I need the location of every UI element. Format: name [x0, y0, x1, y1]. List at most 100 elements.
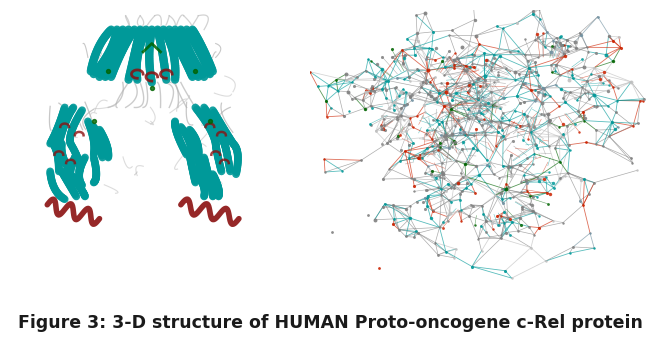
Point [451, 56, 462, 61]
Point [589, 245, 599, 251]
Point [632, 121, 643, 126]
Point [473, 77, 483, 82]
Point [506, 275, 517, 281]
Point [438, 175, 449, 180]
Point [574, 113, 585, 119]
Point [459, 67, 469, 72]
Point [409, 53, 420, 58]
Point [475, 83, 486, 88]
Point [388, 107, 399, 112]
Point [396, 106, 407, 111]
Point [433, 252, 444, 258]
Point [521, 156, 532, 161]
Point [480, 62, 490, 67]
Point [364, 121, 375, 127]
Point [614, 34, 624, 40]
Point [568, 244, 578, 250]
Point [442, 86, 452, 92]
Point [558, 95, 568, 101]
Point [363, 57, 374, 62]
Point [422, 68, 433, 73]
Point [578, 109, 589, 114]
Point [512, 94, 522, 99]
Point [497, 110, 508, 116]
Point [343, 109, 354, 114]
Point [434, 144, 445, 150]
Point [429, 139, 440, 144]
Point [531, 96, 541, 102]
Point [378, 204, 388, 210]
Point [473, 97, 483, 102]
Point [409, 45, 419, 51]
Point [368, 76, 379, 81]
Point [381, 78, 391, 84]
Point [366, 85, 377, 90]
Point [446, 28, 457, 33]
Point [321, 114, 332, 119]
Point [389, 85, 400, 91]
Point [461, 67, 472, 73]
Point [474, 42, 484, 47]
Point [525, 245, 536, 250]
Point [376, 66, 387, 72]
Point [531, 194, 542, 199]
Point [466, 181, 477, 187]
Point [451, 81, 461, 86]
Point [447, 132, 457, 137]
Point [424, 89, 435, 94]
Point [447, 139, 457, 144]
Point [556, 86, 566, 92]
Point [505, 232, 515, 238]
Point [451, 158, 461, 163]
Point [493, 69, 504, 74]
Point [436, 192, 447, 197]
Point [488, 102, 499, 108]
Point [477, 122, 487, 128]
Point [432, 99, 442, 104]
Point [387, 100, 398, 105]
Point [508, 138, 518, 143]
Point [483, 163, 494, 168]
Point [451, 90, 461, 95]
Point [339, 113, 349, 118]
Point [482, 162, 492, 168]
Point [398, 53, 409, 59]
Point [603, 88, 613, 94]
Point [499, 186, 510, 192]
Point [612, 124, 623, 129]
Point [539, 112, 549, 118]
Point [523, 121, 533, 127]
Point [502, 164, 513, 170]
Point [527, 12, 538, 17]
Point [504, 49, 515, 55]
Point [616, 45, 626, 50]
Point [449, 62, 459, 67]
Point [421, 131, 432, 136]
Point [271, 81, 282, 87]
Point [366, 58, 376, 63]
Point [366, 103, 376, 109]
Point [480, 133, 490, 138]
Point [449, 123, 460, 128]
Point [493, 73, 504, 78]
Point [475, 98, 486, 103]
Point [376, 76, 386, 81]
Point [412, 155, 423, 161]
Point [430, 142, 440, 147]
Point [562, 43, 573, 48]
Point [428, 83, 438, 88]
Point [458, 129, 469, 135]
Point [554, 124, 564, 129]
Point [498, 200, 508, 205]
Point [524, 124, 535, 129]
Point [491, 23, 502, 29]
Point [460, 132, 471, 137]
Point [564, 142, 574, 147]
Point [449, 139, 460, 144]
Point [414, 156, 424, 161]
Point [583, 49, 594, 55]
Point [565, 43, 576, 49]
Point [420, 57, 431, 62]
Point [500, 137, 510, 142]
Point [574, 94, 585, 100]
